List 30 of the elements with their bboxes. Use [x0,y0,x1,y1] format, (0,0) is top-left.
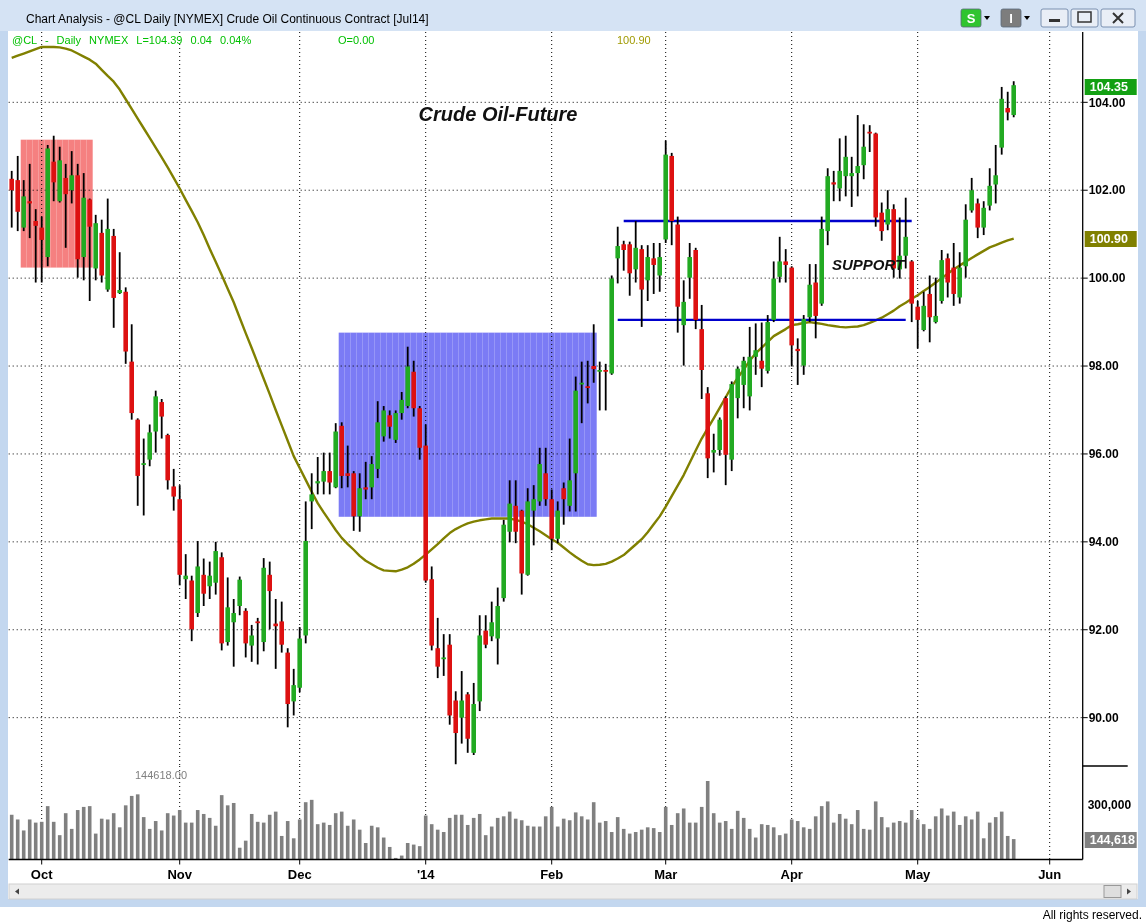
text: I [1009,10,1013,26]
text: 144,618 [1089,833,1135,848]
text: 300,000 [1087,798,1132,813]
x-tick-label: Jun [1038,867,1062,883]
annotation: O=0.00 [338,33,375,46]
text: 144618.00 [135,768,187,781]
text: All rights reserved. [1042,908,1142,923]
x-tick-label: Nov [167,867,193,883]
x-tick-label: '14 [416,867,436,883]
text: Chart Analysis - @CL Daily [NYMEX] Crude Oil Continuous Contract [Jul14] [26,12,429,27]
annotation: @CL - Daily NYMEX L=104.39 0.04 0.04% [12,33,252,46]
text: S [966,10,976,26]
x-tick-label: Mar [654,867,678,883]
y-tick-label: 94.00 [1088,535,1120,550]
x-tick-label: Apr [780,867,803,883]
annotation: 100.90 [617,33,651,46]
y-tick-label: 102.00 [1088,183,1126,198]
y-tick-label: 96.00 [1088,447,1120,462]
y-tick-label: 104.00 [1088,95,1126,110]
x-tick-label: Dec [287,867,312,883]
x-tick-label: Oct [30,867,54,883]
y-tick-label: 100.00 [1088,271,1126,286]
x-tick-label: May [905,867,932,883]
y-tick-label: 90.00 [1088,710,1120,725]
text: Crude Oil-Future [418,103,578,125]
y-tick-label: 98.00 [1088,359,1120,374]
x-tick-label: Feb [540,867,564,883]
text: 100.90 [1089,232,1128,247]
text: 104.35 [1089,80,1128,95]
y-tick-label: 92.00 [1088,622,1120,637]
